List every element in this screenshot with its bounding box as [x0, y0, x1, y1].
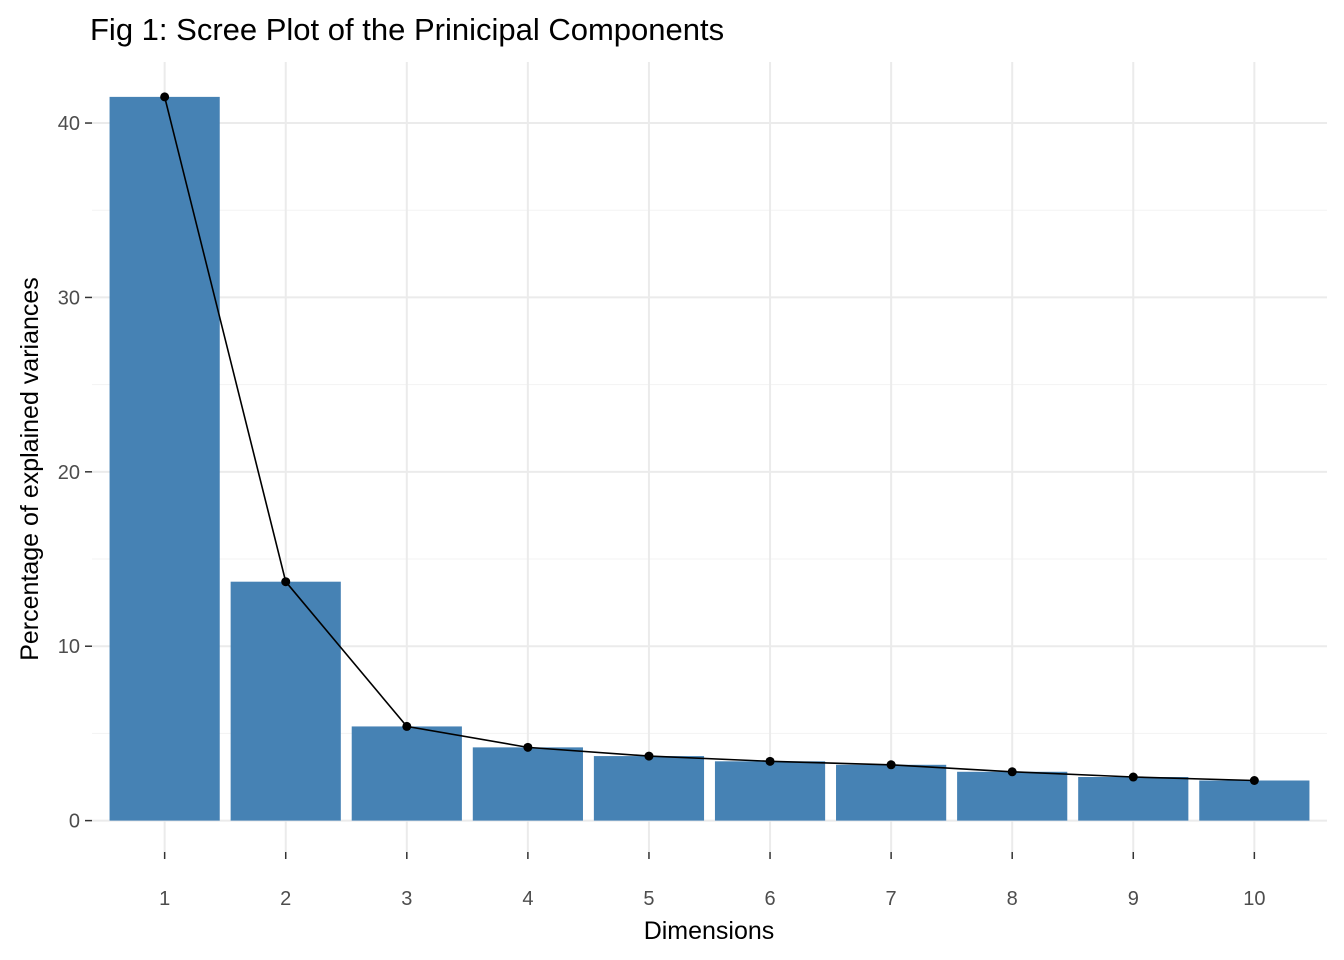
scree-point-6: [765, 756, 775, 766]
bar-dimension-7: [836, 764, 947, 821]
y-tick-label: 20: [58, 462, 80, 484]
bar-dimension-6: [714, 761, 826, 821]
x-tick-label: 7: [886, 888, 897, 910]
scree-point-1: [160, 92, 170, 102]
x-tick-label: 4: [522, 888, 533, 910]
x-axis-title: Dimensions: [644, 917, 775, 945]
y-tick-label: 10: [58, 636, 80, 658]
bars: [109, 96, 1310, 821]
bar-dimension-5: [593, 756, 705, 821]
chart-title: Fig 1: Scree Plot of the Prinicipal Comp…: [90, 12, 724, 47]
scree-point-9: [1128, 772, 1138, 782]
scree-point-8: [1007, 767, 1017, 777]
y-tick-label: 40: [58, 113, 80, 135]
scree-line-layer: [163, 96, 1255, 782]
scree-points: [160, 92, 1259, 785]
y-tick-label: 0: [69, 811, 80, 833]
x-tick-label: 1: [159, 888, 170, 910]
bar-dimension-2: [230, 581, 341, 821]
x-tick-label: 3: [401, 888, 412, 910]
x-axis: 1 2 3 4 5 6 7 8 9 10: [159, 852, 1265, 910]
scree-point-4: [523, 742, 533, 752]
scree-point-5: [644, 751, 654, 761]
x-tick-label: 9: [1128, 888, 1139, 910]
scree-point-3: [402, 721, 412, 731]
bar-dimension-1: [109, 96, 220, 821]
y-axis: 0 10 20 30 40: [58, 113, 92, 833]
bar-dimension-3: [351, 726, 462, 821]
bar-dimension-4: [472, 747, 583, 821]
bar-dimension-9: [1078, 777, 1189, 821]
x-tick-label: 2: [280, 888, 291, 910]
y-axis-title: Percentage of explained variances: [16, 277, 44, 661]
x-tick-label: 8: [1007, 888, 1018, 910]
y-tick-label: 30: [58, 287, 80, 309]
x-tick-label: 5: [643, 888, 654, 910]
scree-point-2: [281, 577, 291, 587]
x-tick-label: 6: [764, 888, 775, 910]
bar-dimension-10: [1199, 780, 1310, 821]
scree-line: [163, 96, 1255, 782]
bar-dimension-8: [957, 771, 1068, 821]
scree-point-7: [886, 760, 896, 770]
x-tick-label: 10: [1243, 888, 1265, 910]
scree-point-10: [1249, 775, 1259, 785]
